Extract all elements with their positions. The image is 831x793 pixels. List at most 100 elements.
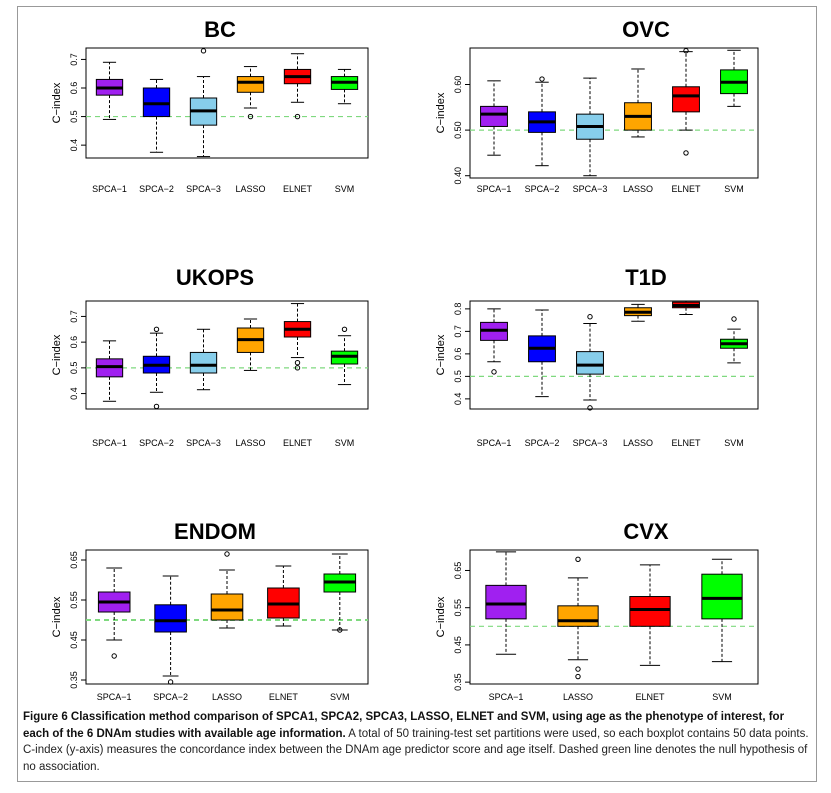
outlier-point — [294, 113, 301, 120]
y-tick-label: 0.5 — [69, 110, 79, 123]
y-tick-label: 0.35 — [453, 673, 463, 691]
panel-endom: ENDOM 0.35 0.45 0.55 0.65 C−index SPCA−1 SPCA−2… — [30, 512, 420, 712]
plot-area — [85, 47, 369, 159]
box-lasso — [557, 605, 599, 627]
panel-cvx: CVX 0.35 0.45 0.55 0.65 C−index SPCA−1 LASSO ELN… — [420, 512, 810, 712]
outlier-point — [491, 369, 497, 375]
chart-title: OVC — [622, 17, 670, 42]
plot-area — [85, 300, 369, 410]
x-tick-label: LASSO — [212, 692, 242, 702]
x-tick-label: SPCA−1 — [92, 438, 127, 448]
chart-title: ENDOM — [174, 519, 256, 544]
box-spca1 — [480, 105, 508, 127]
y-tick-label: 0.65 — [69, 551, 79, 569]
plot-area — [85, 549, 369, 685]
x-tick-label: SVM — [724, 438, 744, 448]
box-svm — [701, 573, 743, 620]
x-tick-label: ELNET — [671, 438, 701, 448]
y-axis-label: C−index — [435, 334, 447, 375]
y-tick-label: 0.65 — [453, 562, 463, 580]
outlier-point — [294, 360, 301, 366]
x-tick-label: SPCA−3 — [573, 438, 608, 448]
outlier-point — [341, 326, 348, 332]
chart-title: CVX — [623, 519, 669, 544]
figure-frame — [17, 6, 817, 782]
x-tick-label: LASSO — [563, 692, 593, 702]
outlier-point — [337, 627, 343, 633]
caption-bold: Figure 6 Classification method compariso… — [23, 711, 785, 740]
panel-ukops: UKOPS 0.4 0.5 0.6 0.7 C−index SPCA−1 SPCA−2 SPCA… — [30, 265, 420, 460]
y-tick-label: 0.55 — [69, 591, 79, 609]
x-tick-label: LASSO — [235, 438, 265, 448]
y-tick-label: 0.55 — [453, 599, 463, 617]
outlier-point — [294, 365, 301, 371]
chart-title: UKOPS — [176, 265, 254, 290]
y-tick-label: 0.4 — [453, 393, 463, 406]
y-tick-label: 0.4 — [69, 139, 79, 152]
outlier-point — [167, 679, 174, 685]
outlier-point — [683, 150, 689, 156]
outlier-point — [575, 556, 581, 563]
box-spca3 — [576, 351, 604, 375]
outlier-point — [111, 653, 117, 659]
y-tick-label: 0.5 — [69, 362, 79, 375]
outlier-point — [683, 48, 689, 54]
y-tick-label: 0.45 — [69, 631, 79, 649]
x-tick-label: LASSO — [623, 438, 653, 448]
y-tick-label: 0.7 — [453, 325, 463, 338]
outlier-point — [575, 673, 581, 680]
x-tick-label: SPCA−1 — [489, 692, 524, 702]
box-lasso — [236, 76, 265, 93]
plot-area — [469, 549, 759, 685]
x-tick-label: SPCA−3 — [186, 184, 221, 194]
x-tick-label: SVM — [724, 184, 744, 194]
box-lasso — [210, 593, 244, 621]
outlier-point — [587, 405, 593, 411]
x-tick-label: SVM — [335, 438, 355, 448]
box-spca3 — [189, 351, 218, 374]
x-tick-label: SPCA−1 — [477, 184, 512, 194]
outlier-point — [731, 316, 737, 322]
y-tick-label: 0.50 — [453, 121, 463, 139]
chart-ukops: UKOPS 0.4 0.5 0.6 0.7 C−index SPCA−1 SPCA−2 SPCA… — [51, 265, 369, 448]
chart-title: BC — [204, 17, 236, 42]
y-tick-label: 0.6 — [69, 336, 79, 349]
outlier-point — [247, 113, 254, 120]
box-spca1 — [485, 584, 527, 620]
outlier-point — [575, 666, 581, 672]
x-tick-label: SPCA−2 — [139, 438, 174, 448]
y-axis-label: C−index — [51, 334, 63, 375]
x-tick-label: SPCA−3 — [573, 184, 608, 194]
y-tick-label: 0.60 — [453, 76, 463, 94]
outlier-point — [153, 326, 160, 332]
panel-bc: BC 0.4 0.5 0.6 0.7 C−index SPCA−1 SPCA−2 SPCA−3 L… — [30, 10, 420, 213]
box-elnet — [672, 86, 700, 113]
outlier-point — [153, 403, 160, 410]
y-tick-label: 0.35 — [69, 671, 79, 689]
box-spca2 — [154, 604, 187, 633]
x-tick-label: LASSO — [623, 184, 653, 194]
y-tick-label: 0.8 — [453, 303, 463, 316]
panel-ovc: OVC 0.40 0.50 0.60 C−index SPCA−1 SPCA−2 SPCA−3… — [420, 10, 810, 213]
x-tick-label: ELNET — [269, 692, 299, 702]
box-elnet — [629, 596, 671, 627]
x-tick-label: ELNET — [283, 184, 313, 194]
outlier-point — [224, 551, 230, 557]
x-tick-label: SVM — [712, 692, 732, 702]
x-tick-label: SPCA−1 — [97, 692, 132, 702]
y-tick-label: 0.7 — [69, 53, 79, 66]
x-tick-label: ELNET — [671, 184, 701, 194]
y-tick-label: 0.5 — [453, 370, 463, 383]
outlier-point — [200, 48, 207, 54]
chart-t1d: T1D 0.4 0.5 0.6 0.7 0.8 C−index SPCA−1 SPCA−2 SPC… — [435, 265, 759, 448]
chart-title: T1D — [625, 265, 667, 290]
outlier-point — [539, 76, 545, 82]
plot-area — [469, 47, 759, 179]
x-tick-label: ELNET — [635, 692, 665, 702]
y-tick-label: 0.7 — [69, 310, 79, 323]
y-tick-label: 0.6 — [69, 82, 79, 95]
y-axis-label: C−index — [435, 92, 447, 133]
chart-ovc: OVC 0.40 0.50 0.60 C−index SPCA−1 SPCA−2 SPCA−3… — [435, 17, 759, 194]
figure-caption: Figure 6 Classification method compariso… — [23, 709, 809, 775]
x-tick-label: SPCA−2 — [525, 438, 560, 448]
